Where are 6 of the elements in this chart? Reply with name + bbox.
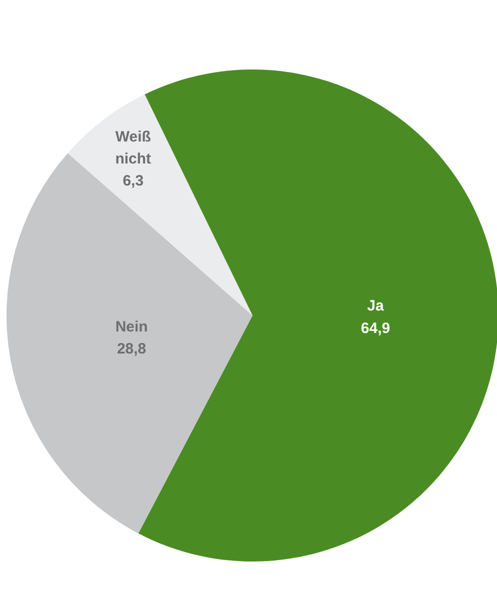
data-label: 64,9 bbox=[360, 320, 390, 337]
slice-label: Weiß nicht bbox=[115, 128, 152, 168]
data-label: 6,3 bbox=[122, 172, 144, 190]
data-label: 28,8 bbox=[116, 340, 146, 358]
slice-label: Nein bbox=[115, 318, 148, 336]
slice-label: Ja bbox=[367, 298, 384, 315]
